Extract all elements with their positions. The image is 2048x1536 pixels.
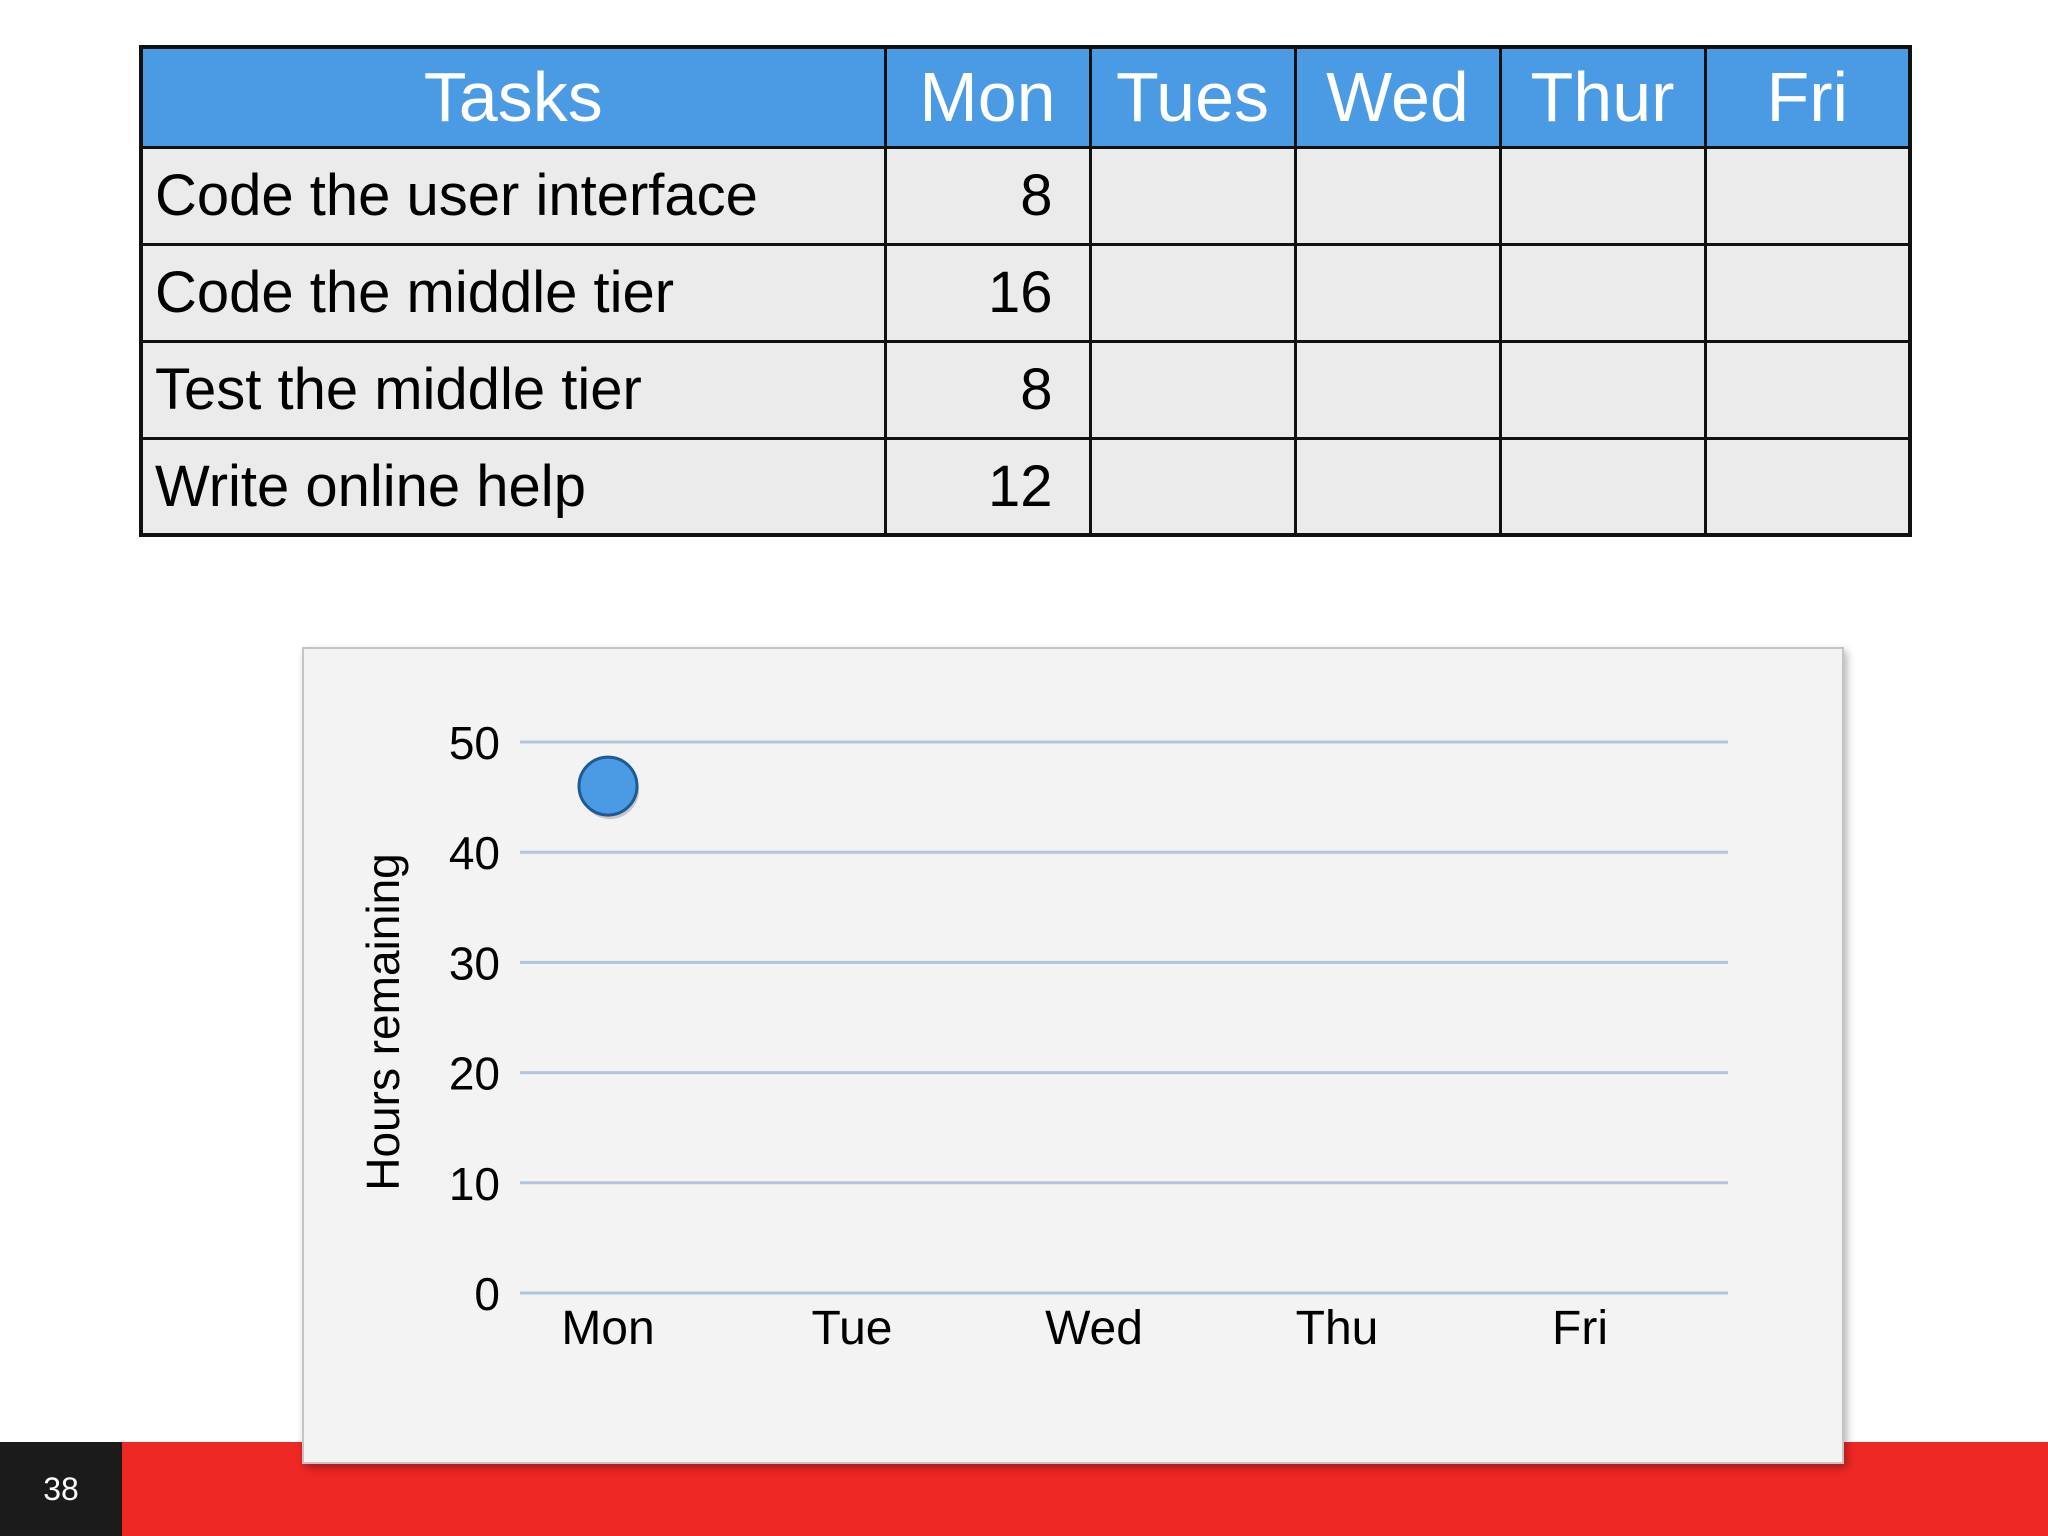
thur-cell [1498, 145, 1707, 246]
thur-cell [1498, 339, 1707, 440]
tues-cell [1088, 242, 1297, 343]
task-table: Tasks Mon Tues Wed Thur Fri Code the use… [139, 45, 1912, 537]
y-tick-label: 40 [449, 827, 500, 879]
wed-cell [1293, 242, 1502, 343]
fri-cell [1703, 436, 1912, 537]
wed-cell [1293, 436, 1502, 537]
fri-cell [1703, 145, 1912, 246]
x-tick-label: Tue [812, 1302, 893, 1355]
y-axis-label: Hours remaining [357, 853, 409, 1191]
tues-cell [1088, 436, 1297, 537]
header-mon: Mon [883, 45, 1092, 149]
tues-cell [1088, 145, 1297, 246]
mon-hours-cell: 12 [883, 436, 1092, 537]
fri-cell [1703, 242, 1912, 343]
task-name-cell: Code the middle tier [139, 242, 887, 343]
header-tues: Tues [1088, 45, 1297, 149]
thur-cell [1498, 436, 1707, 537]
tues-cell [1088, 339, 1297, 440]
table-header-row: Tasks Mon Tues Wed Thur Fri [139, 45, 1912, 149]
task-name-cell: Write online help [139, 436, 887, 537]
mon-hours-cell: 16 [883, 242, 1092, 343]
x-tick-label: Thu [1296, 1302, 1379, 1355]
fri-cell [1703, 339, 1912, 440]
y-tick-label: 50 [449, 717, 500, 769]
wed-cell [1293, 145, 1502, 246]
mon-hours-cell: 8 [883, 339, 1092, 440]
chart-card: 0 10 20 30 40 50 Mon Tue Wed Thu Fri [302, 647, 1844, 1464]
wed-cell [1293, 339, 1502, 440]
task-name-cell: Code the user interface [139, 145, 887, 246]
y-tick-label: 10 [449, 1158, 500, 1210]
header-fri: Fri [1703, 45, 1912, 149]
y-tick-label: 20 [449, 1048, 500, 1100]
x-tick-label: Fri [1552, 1302, 1608, 1355]
header-thur: Thur [1498, 45, 1707, 149]
header-tasks: Tasks [139, 45, 887, 149]
x-tick-label: Wed [1045, 1302, 1143, 1355]
y-tick-label: 0 [474, 1268, 500, 1320]
table-row: Code the middle tier 16 [139, 242, 1912, 343]
header-wed: Wed [1293, 45, 1502, 149]
data-point [577, 755, 639, 817]
thur-cell [1498, 242, 1707, 343]
y-tick-label: 30 [449, 937, 500, 989]
x-tick-label: Mon [561, 1302, 654, 1355]
table-row: Test the middle tier 8 [139, 339, 1912, 440]
table-row: Write online help 12 [139, 436, 1912, 537]
table-row: Code the user interface 8 [139, 145, 1912, 246]
page-number: 38 [0, 1442, 122, 1536]
burndown-chart: 0 10 20 30 40 50 Mon Tue Wed Thu Fri [449, 717, 1728, 1355]
task-name-cell: Test the middle tier [139, 339, 887, 440]
mon-hours-cell: 8 [883, 145, 1092, 246]
